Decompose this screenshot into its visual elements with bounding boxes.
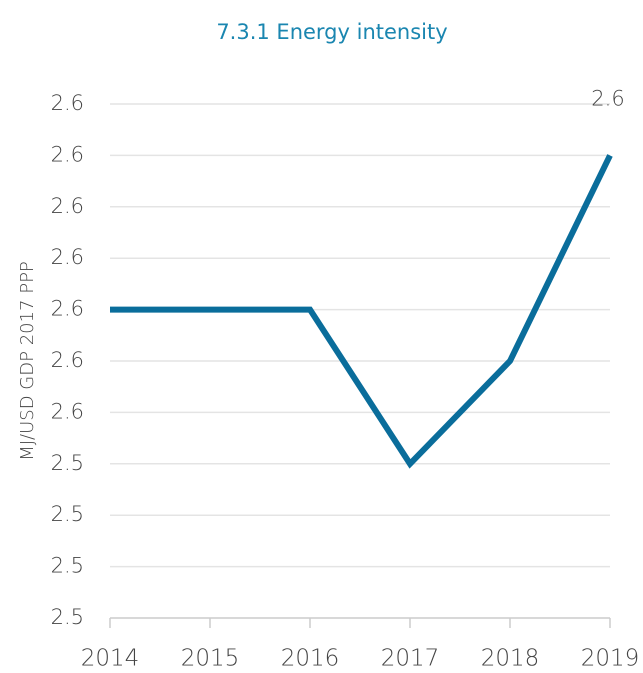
- x-tick-label: 2018: [481, 646, 540, 672]
- y-tick-label: 2.6: [51, 245, 84, 269]
- x-tick-label: 2016: [281, 646, 340, 672]
- x-tick-label: 2014: [81, 646, 140, 672]
- y-tick-label: 2.6: [51, 194, 84, 218]
- chart-title: 7.3.1 Energy intensity: [216, 20, 447, 44]
- line: [110, 154, 613, 469]
- y-tick-label: 2.5: [51, 554, 84, 578]
- x-tick-label: 2017: [381, 646, 440, 672]
- y-tick-label: 2.6: [51, 297, 84, 321]
- data-label: 2.6: [591, 86, 624, 110]
- y-tick-label: 2.6: [51, 348, 84, 372]
- y-tick-label: 2.6: [51, 399, 84, 423]
- y-tick-label: 2.6: [51, 91, 84, 115]
- y-tick-label: 2.5: [51, 605, 84, 629]
- y-axis-label: MJ/USD GDP 2017 PPP: [17, 261, 38, 461]
- x-tick-label: 2015: [181, 646, 240, 672]
- y-tick-label: 2.6: [51, 142, 84, 166]
- y-tick-label: 2.5: [51, 502, 84, 526]
- y-tick-label: 2.5: [51, 451, 84, 475]
- x-tick-label: 2019: [581, 646, 640, 672]
